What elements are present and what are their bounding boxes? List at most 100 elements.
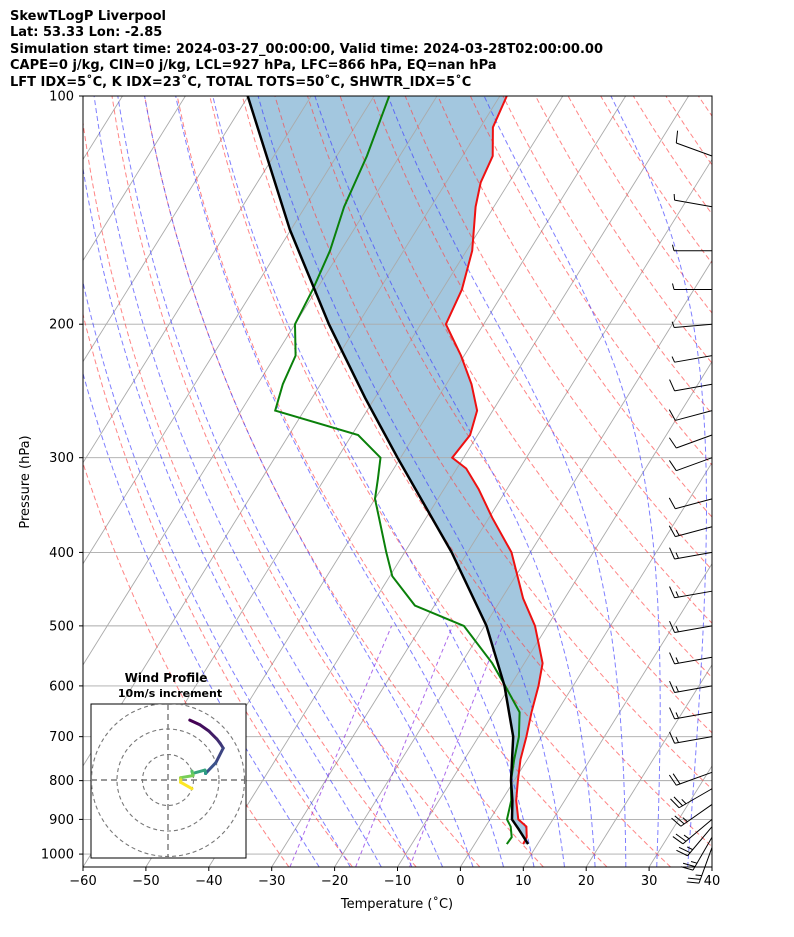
x-tick-label: −10: [384, 874, 411, 889]
moist-adiabat: [483, 96, 661, 867]
wind-barb-flag: [682, 817, 688, 823]
wind-barb-flag: [688, 877, 701, 880]
wind-barb: [668, 457, 713, 472]
temperature-line: [444, 96, 544, 845]
isotherm: [397, 360, 712, 867]
wind-barb-flag: [669, 707, 676, 720]
wind-barb-staff: [682, 819, 713, 845]
wind-barb-flag: [672, 283, 675, 290]
y-tick-label: 1000: [41, 848, 74, 863]
x-tick-label: 20: [578, 874, 595, 889]
dry-adiabat: [274, 96, 712, 790]
isotherm: [648, 765, 712, 867]
moist-adiabat: [93, 96, 413, 867]
wind-barb-staff: [676, 771, 713, 786]
wind-barb: [668, 525, 713, 538]
parcel-line: [246, 96, 530, 845]
hodograph-title: Wind Profile: [125, 671, 208, 685]
isotherm: [83, 96, 312, 464]
wind-barb: [668, 497, 713, 510]
wind-barb-flag: [675, 685, 679, 693]
wind-barb-flag: [670, 798, 680, 809]
dry-adiabat: [632, 96, 712, 215]
dry-adiabat: [600, 96, 712, 265]
mixing-ratio-line: [355, 625, 454, 867]
wind-barb: [669, 586, 713, 599]
isotherm: [334, 259, 712, 867]
wind-barb-flag: [671, 356, 676, 363]
wind-barb: [669, 652, 713, 665]
dry-adiabat: [144, 96, 544, 867]
wind-barb: [669, 707, 713, 720]
y-tick-label: 100: [49, 90, 74, 105]
hodograph-trace: [191, 768, 207, 775]
wind-barb-flag: [672, 773, 681, 785]
wind-barb: [669, 379, 713, 392]
wind-barb-flag: [672, 244, 675, 251]
x-tick-label: −30: [258, 874, 285, 889]
cape-area: [247, 96, 543, 845]
x-tick-label: −50: [132, 874, 159, 889]
wind-barb-staff: [675, 498, 713, 510]
x-tick-label: −20: [321, 874, 348, 889]
dry-adiabat: [731, 96, 794, 867]
wind-barb-flag: [676, 849, 688, 857]
dry-adiabat: [372, 96, 712, 624]
y-tick-label: 400: [49, 546, 74, 561]
wind-barb-staff: [674, 355, 713, 363]
moist-adiabat: [610, 96, 707, 867]
y-tick-label: 900: [49, 813, 74, 828]
y-tick-label: 500: [49, 619, 74, 634]
moist-adiabat: [314, 96, 596, 867]
wind-barb-flag: [668, 437, 677, 449]
wind-barb-staff: [687, 826, 713, 857]
hodograph-plot: [91, 704, 246, 858]
dry-adiabat: [307, 96, 712, 734]
isotherm: [208, 96, 689, 867]
hodograph-trace: [214, 746, 225, 765]
wind-barb-staff: [674, 685, 713, 693]
wind-barb: [686, 847, 713, 884]
mixing-ratio-line: [409, 625, 504, 867]
wind-barb: [669, 731, 713, 744]
dry-adiabat: [241, 96, 712, 848]
wind-barb-staff: [676, 142, 713, 157]
axes: −60 −50 −40 −30 −20 −10 0 10 20 30 40 100 200 300 400 5…: [41, 90, 720, 890]
wind-barb: [675, 130, 713, 157]
isotherm: [271, 158, 712, 867]
wind-barb-staff: [674, 323, 713, 329]
dry-adiabat: [176, 96, 608, 867]
wind-barb-staff: [675, 410, 713, 421]
moist-adiabat: [387, 96, 627, 867]
isotherm: [522, 562, 712, 867]
wind-barb-flag: [675, 591, 679, 598]
wind-barb: [672, 819, 713, 845]
dry-adiabat: [697, 96, 712, 117]
wind-barb-staff: [680, 804, 713, 827]
wind-barb: [669, 620, 713, 633]
wind-barb-flag: [669, 681, 676, 693]
wind-barb-staff: [678, 788, 713, 809]
wind-barb-staff: [675, 526, 713, 538]
moist-adiabat: [257, 96, 565, 867]
wind-barb-staff: [676, 457, 713, 472]
hodograph-trace: [179, 774, 195, 780]
wind-barb: [668, 409, 713, 421]
wind-barb-flag: [669, 620, 676, 633]
wind-barb-flag: [681, 798, 687, 805]
y-tick-label: 800: [49, 774, 74, 789]
wind-barb-flag: [669, 731, 676, 744]
wind-barb-flag: [683, 834, 690, 840]
dry-adiabat: [83, 461, 290, 867]
wind-barb-flag: [669, 547, 676, 560]
hodograph-trace: [204, 761, 218, 775]
wind-barb-flag: [675, 552, 679, 559]
x-tick-label: −40: [195, 874, 222, 889]
x-tick-label: 10: [515, 874, 532, 889]
wind-barb: [673, 193, 713, 208]
wind-barb: [676, 826, 713, 857]
moist-adiabat: [212, 96, 535, 867]
wind-barb: [668, 771, 713, 786]
wind-barb-staff: [674, 711, 713, 720]
